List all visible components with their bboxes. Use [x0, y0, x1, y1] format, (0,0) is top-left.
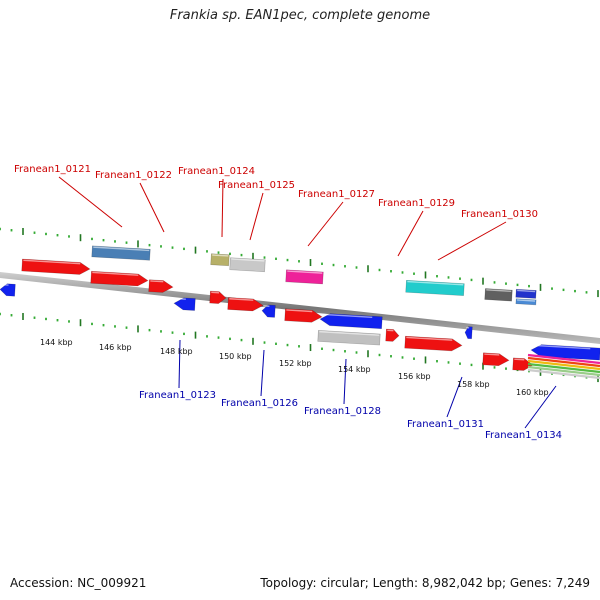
forward-gene-arrow [284, 308, 323, 323]
forward-gene-arrow [209, 290, 227, 304]
feature-box-highlight [407, 280, 464, 286]
rna-stripe [527, 359, 600, 371]
forward-gene-arrow [148, 279, 174, 293]
forward-gene-arrow-highlight [406, 336, 453, 341]
feature-box-highlight [486, 289, 512, 292]
feature-box [229, 257, 266, 273]
forward-gene-arrow [482, 352, 510, 367]
reverse-gene-arrow [464, 326, 473, 340]
reverse-gene-arrow-highlight [532, 344, 591, 350]
scale-label: 160 kbp [516, 388, 549, 397]
forward-gene-arrow-highlight [23, 259, 81, 265]
forward-gene-arrow-highlight [514, 358, 525, 361]
forward-gene-label: Franean1_0127 [298, 189, 375, 200]
forward-label-leader [221, 178, 224, 238]
reverse-gene-label: Franean1_0128 [304, 406, 381, 417]
forward-gene-arrow [227, 297, 264, 312]
feature-box-highlight [93, 246, 150, 252]
reverse-gene-arrow-highlight [175, 297, 186, 300]
feature-box-highlight [212, 254, 229, 257]
scale-label: 150 kbp [219, 352, 252, 361]
rna-stripe [527, 368, 600, 380]
accession-text: Accession: NC_009921 [10, 576, 147, 590]
feature-box-highlight [231, 258, 265, 262]
forward-gene-label: Franean1_0125 [218, 180, 295, 191]
reverse-label-leader [446, 376, 463, 418]
reverse-gene-arrow [0, 283, 16, 297]
feature-box-highlight [517, 289, 536, 293]
reverse-gene-arrow-highlight [321, 313, 373, 319]
scale-label: 156 kbp [398, 372, 431, 381]
genome-summary-text: Topology: circular; Length: 8,982,042 bp… [260, 576, 590, 590]
reverse-gene-arrow [261, 304, 276, 318]
feature-box [210, 253, 230, 267]
forward-label-leader [397, 210, 424, 257]
reverse-gene-label: Franean1_0134 [485, 430, 562, 441]
forward-gene-arrow-highlight [484, 353, 500, 356]
feature-box-highlight [287, 270, 323, 274]
reverse-gene-arrow [173, 297, 196, 311]
forward-label-leader [58, 176, 123, 228]
reverse-gene-label: Franean1_0126 [221, 398, 298, 409]
scale-label: 144 kbp [40, 338, 73, 347]
forward-gene-arrow-highlight [229, 298, 254, 301]
reverse-gene-label: Franean1_0123 [139, 390, 216, 401]
feature-box [285, 269, 324, 285]
rna-stripe [527, 353, 600, 365]
rna-stripe [527, 365, 600, 377]
forward-label-leader [437, 221, 507, 261]
feature-box-highlight [319, 330, 380, 336]
forward-gene-label: Franean1_0121 [14, 164, 91, 175]
forward-gene-label: Franean1_0130 [461, 209, 538, 220]
forward-label-leader [249, 192, 264, 241]
forward-gene-arrow-highlight [92, 271, 139, 276]
scale-label: 148 kbp [160, 347, 193, 356]
forward-gene-arrow-highlight [150, 280, 164, 283]
forward-gene-arrow-highlight [286, 309, 313, 313]
forward-gene-arrow [385, 328, 400, 342]
feature-box [484, 288, 513, 302]
scale-label: 152 kbp [279, 359, 312, 368]
rna-stripe [527, 356, 600, 368]
forward-gene-label: Franean1_0124 [178, 166, 255, 177]
feature-box-highlight [517, 299, 536, 302]
scale-label: 154 kbp [338, 365, 371, 374]
forward-gene-label: Franean1_0129 [378, 198, 455, 209]
reverse-label-leader [524, 385, 557, 429]
scale-label: 158 kbp [457, 380, 490, 389]
forward-label-leader [307, 201, 344, 247]
rna-stripe [527, 362, 600, 374]
genome-title: Frankia sp. EAN1pec, complete genome [169, 8, 431, 23]
scale-label: 146 kbp [99, 343, 132, 352]
reverse-gene-label: Franean1_0131 [407, 419, 484, 430]
reverse-label-leader [343, 358, 347, 405]
reverse-label-leader [260, 349, 265, 397]
reverse-label-leader [178, 339, 181, 389]
forward-gene-label: Franean1_0122 [95, 170, 172, 181]
forward-label-leader [139, 182, 165, 233]
